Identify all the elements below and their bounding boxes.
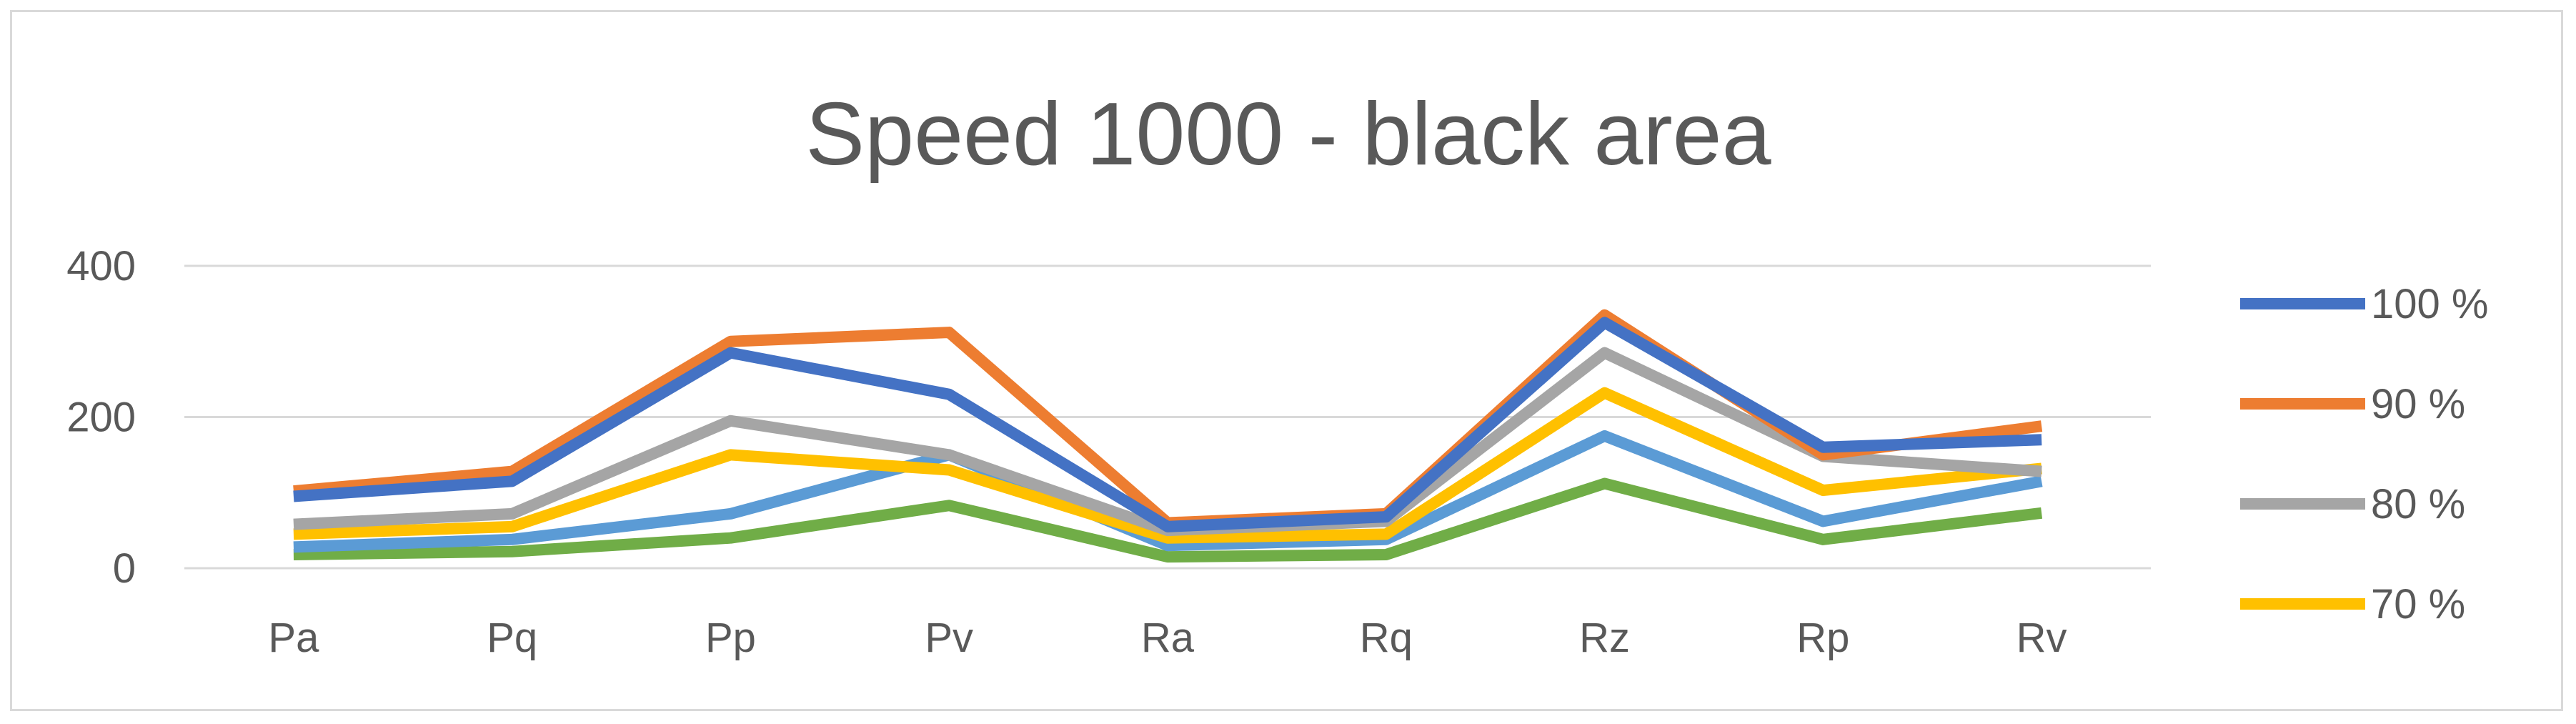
x-tick-label: Ra: [1141, 615, 1195, 661]
legend-label: 80 %: [2371, 481, 2465, 527]
x-tick-label: Pq: [487, 615, 537, 661]
legend-label: 100 %: [2371, 281, 2488, 327]
x-tick-label: Pp: [705, 615, 756, 661]
x-tick-label: Pa: [268, 615, 319, 661]
x-tick-label: Rv: [2016, 615, 2067, 661]
series-line-3: [293, 387, 2042, 544]
x-tick-label: Pv: [925, 615, 973, 661]
legend-label: 90 %: [2371, 381, 2465, 427]
x-axis-ticks: Pa Pq Pp Pv Ra Rq Rz Rp Rv: [268, 615, 2067, 661]
series-line-4: [293, 430, 2043, 553]
y-tick-label: 0: [113, 545, 136, 592]
chart-area: [10, 10, 2563, 711]
y-axis-ticks: 0 200 400: [66, 243, 136, 592]
legend: 100 % 90 % 80 % 70 %: [2240, 281, 2488, 628]
x-tick-label: Rq: [1360, 615, 1413, 661]
series-line-5: [293, 477, 2043, 563]
series-line-0: [293, 317, 2042, 532]
y-tick-label: 200: [66, 395, 136, 441]
series-lines: [293, 309, 2043, 563]
legend-label: 70 %: [2371, 581, 2465, 628]
x-tick-label: Rp: [1796, 615, 1849, 661]
x-tick-label: Rz: [1579, 615, 1630, 661]
chart-title: Speed 1000 - black area: [805, 85, 1771, 184]
y-tick-label: 400: [66, 243, 136, 289]
gridlines: [184, 264, 2151, 570]
